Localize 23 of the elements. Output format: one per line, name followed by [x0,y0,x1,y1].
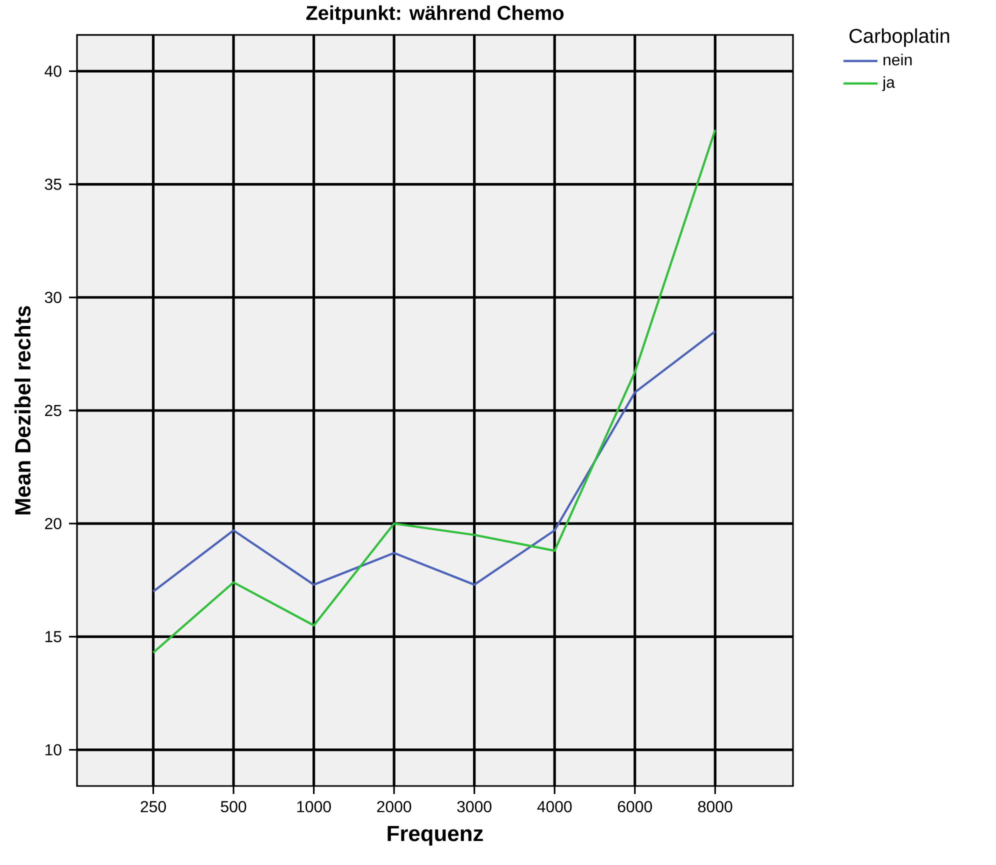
x-tick-label: 500 [220,801,246,812]
x-tick-label: 3000 [457,801,492,812]
x-tick-label: 6000 [618,801,652,812]
x-tick-label: 2000 [377,801,412,812]
x-tick-label: 8000 [698,801,732,812]
x-tick-label: 250 [140,801,166,812]
line-series [152,128,716,654]
legend-label: nein [884,54,912,66]
legend-title: Carboplatin [850,28,950,47]
y-tick-label: 35 [44,178,62,190]
y-tick-label: 20 [45,518,62,530]
line-series [152,330,716,593]
y-tick-label: 40 [44,66,62,77]
chart-title: Zeitpunkt: während Chemo [306,5,564,24]
legend-label: ja [882,76,895,92]
x-tick-label: 4000 [537,801,572,812]
x-axis-title: Frequenz [388,826,483,846]
y-tick-label: 15 [45,631,62,642]
y-tick-label: 25 [45,404,62,416]
y-axis-title: Mean Dezibel rechts [14,306,31,514]
y-tick-label: 30 [44,292,62,304]
y-tick-label: 10 [45,744,62,756]
x-tick-label: 1000 [297,801,331,812]
